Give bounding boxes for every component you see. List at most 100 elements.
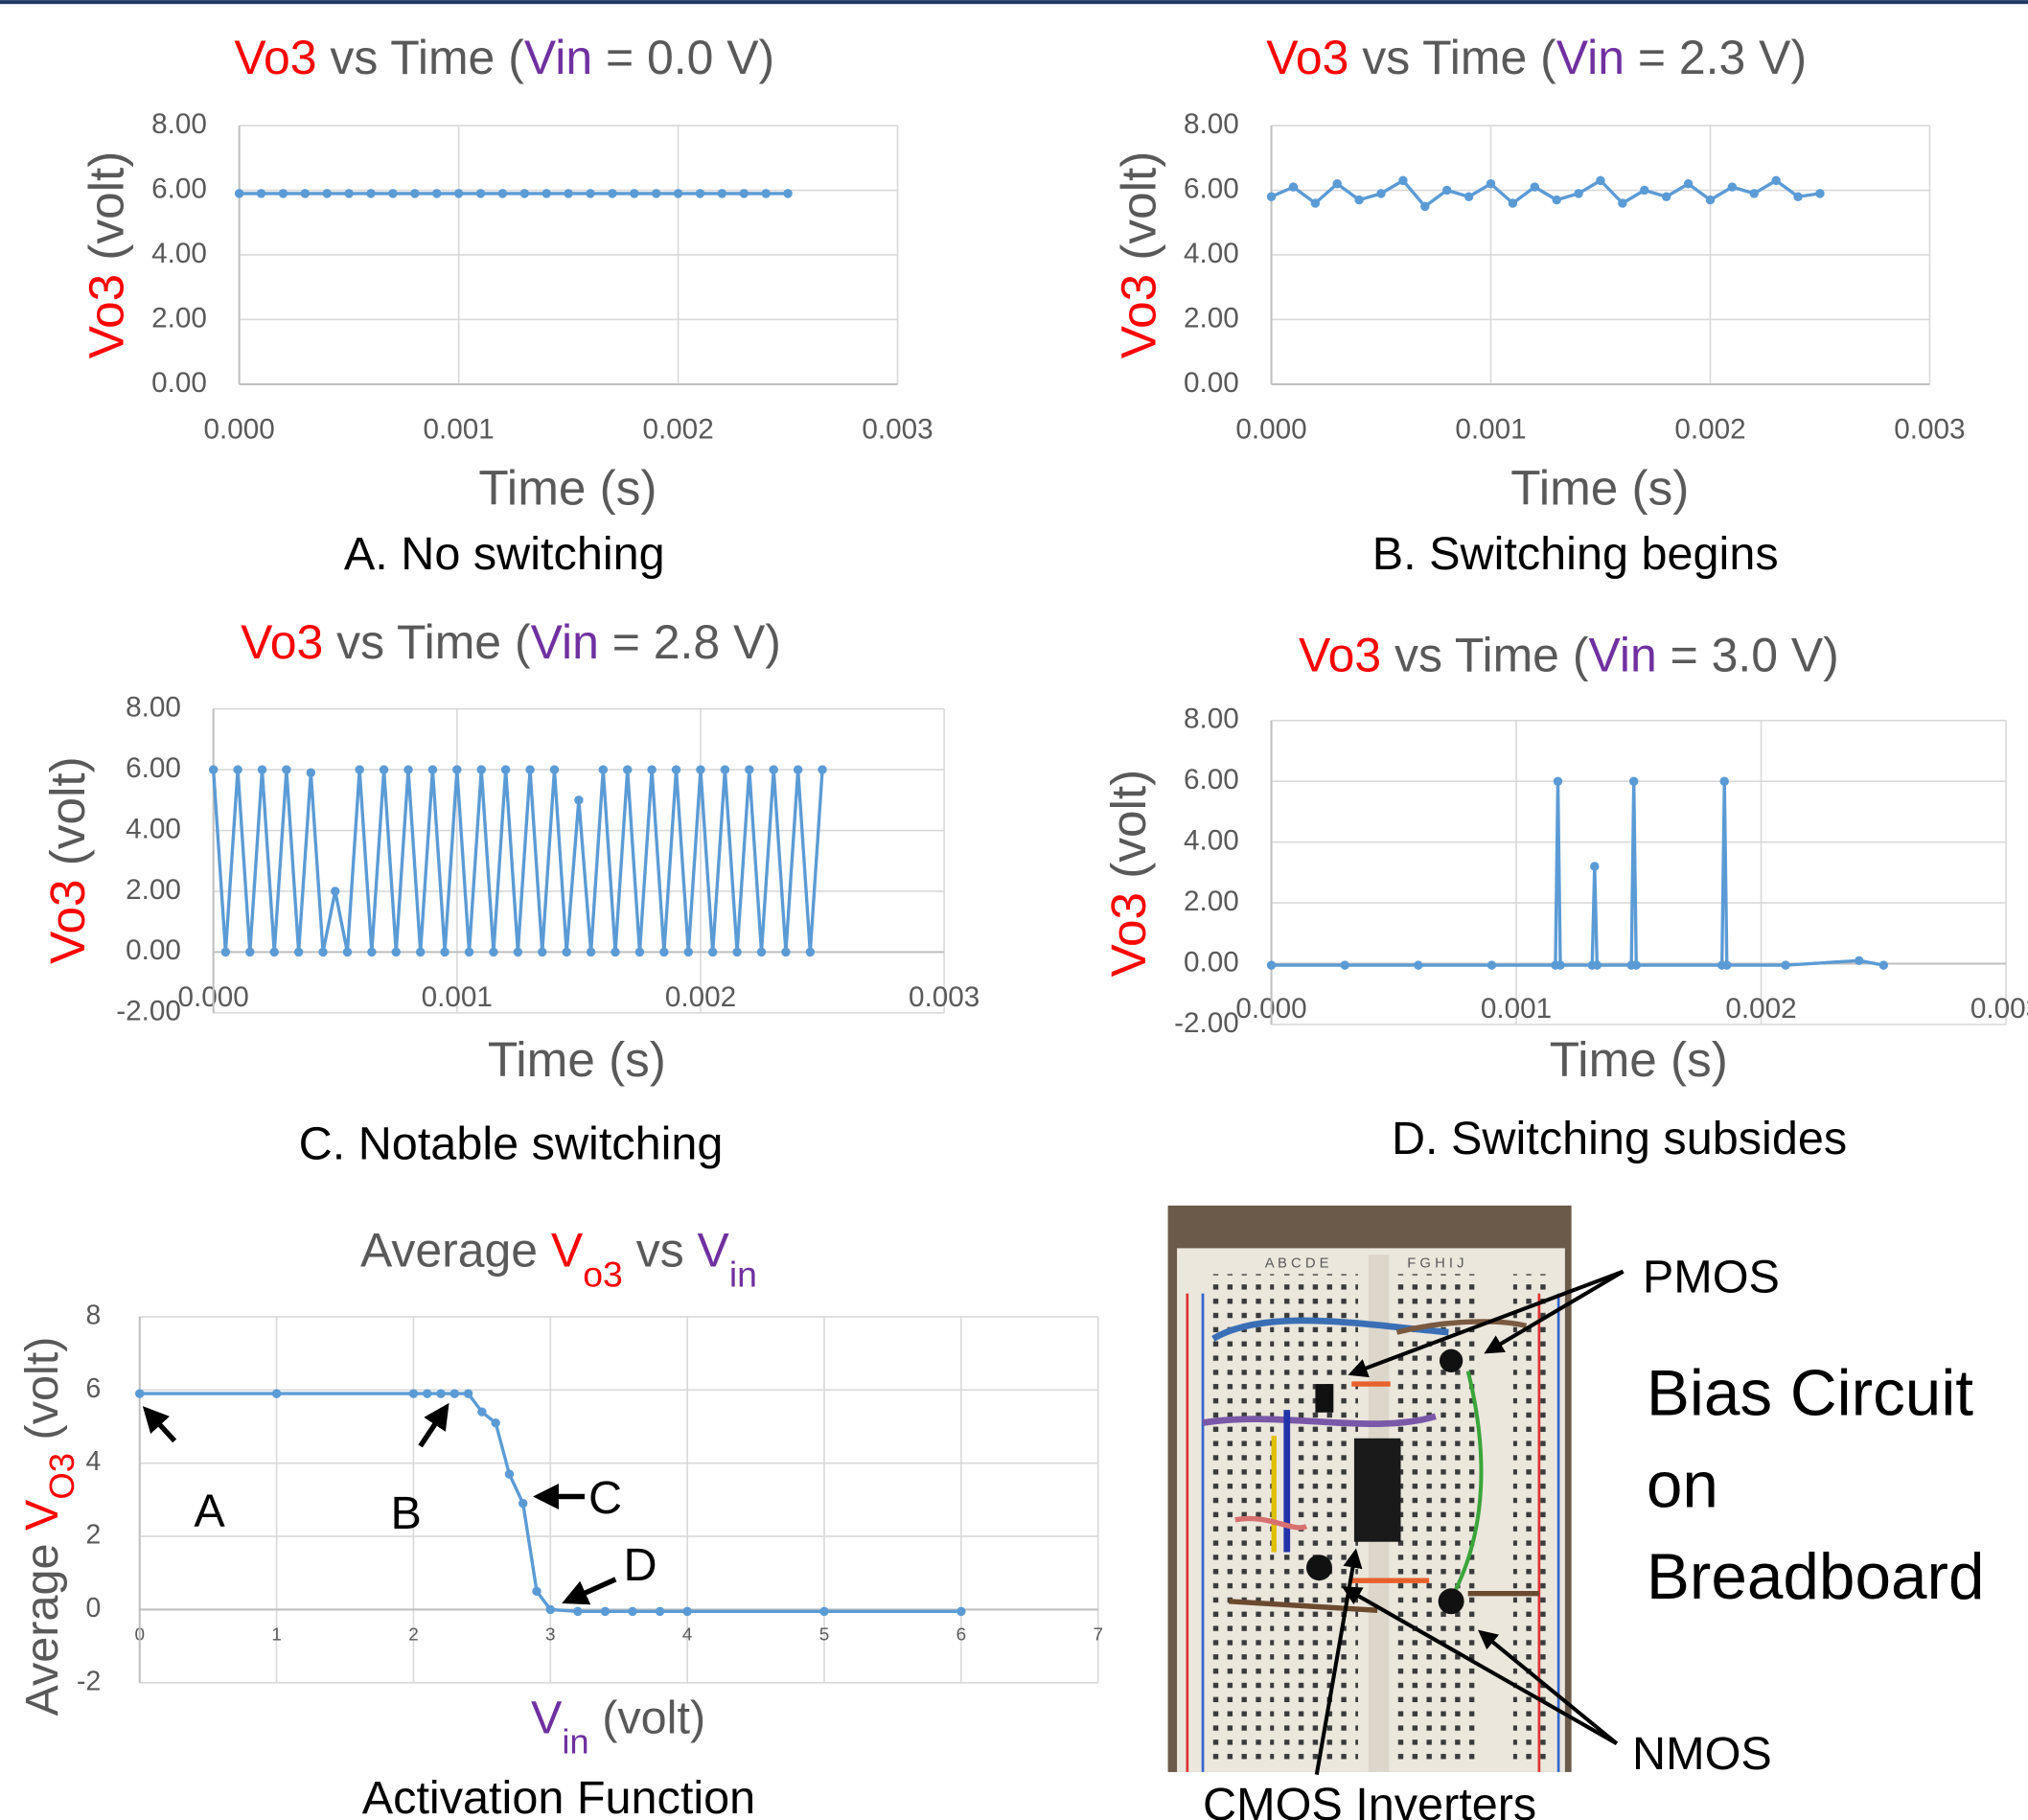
data-point [500,765,511,774]
chart-title-part: = 2.3 V) [1625,31,1807,84]
data-point [696,765,705,774]
data-point [549,765,560,774]
data-point [655,1606,665,1617]
data-point [355,765,364,774]
photo-heading: Breadboard [1647,1541,1985,1613]
y-axis-title-part: Vo3 [1111,274,1165,358]
y-axis-title-part: Vo3 [1100,892,1155,977]
data-point [1722,960,1732,970]
data-point [671,765,681,774]
y-tick-label: 4.00 [126,813,181,844]
chart-title: Vo3 vs Time (Vin = 2.8 V) [241,615,781,669]
data-point [732,947,742,957]
x-tick-label: 0.000 [204,413,275,445]
data-point [818,765,827,774]
y-tick-label: 2 [85,1520,101,1551]
x-tick-label: 0.002 [642,413,713,445]
data-point [761,189,771,198]
data-point [440,947,449,957]
data-point [1340,960,1349,970]
data-point [453,189,464,198]
y-axis-title: Vo3 (volt) [1111,151,1165,359]
y-axis-title: Average VO3 (volt) [16,1337,81,1716]
y-tick-label: 6.00 [126,752,181,784]
x-tick-label: 2 [408,1624,419,1645]
annotation-arrow [142,1406,177,1443]
y-tick-label: 6 [85,1373,101,1404]
data-point [408,1389,419,1398]
annotation: B [391,1487,422,1539]
data-point [234,189,244,198]
data-point [647,765,657,774]
x-axis-title-part: (volt) [589,1692,705,1743]
data-point [793,765,803,774]
annotation-arrow [418,1402,449,1448]
data-point [1878,960,1889,970]
x-tick-label: 0.003 [1970,993,2028,1025]
data-point [475,189,486,198]
data-point [513,947,523,957]
data-point [769,765,778,774]
x-tick-label: 5 [819,1624,830,1645]
annotation: A [194,1486,225,1537]
y-tick-label: -2.00 [1174,1007,1239,1039]
x-axis-title-part: V [531,1692,563,1743]
data-point [1596,175,1605,186]
data-point [1631,960,1641,970]
y-tick-label: 4.00 [151,238,207,269]
data-point [306,768,316,777]
y-tick-label: 2.00 [1184,302,1239,334]
x-tick-label: 0.003 [862,413,933,445]
data-point [1592,960,1602,970]
x-tick-label: 0.002 [1674,413,1745,445]
data-point [673,189,683,198]
chart-title-part: Vo3 [1299,629,1381,682]
photo-label: PMOS [1643,1251,1780,1302]
annotation-arrow [562,1577,617,1605]
data-point [573,1606,583,1617]
data-point [1266,960,1277,970]
data-point [695,189,705,198]
chart-title-part: Vin [1556,31,1625,84]
y-tick-label: 0.00 [1184,367,1239,399]
data-point [608,189,617,198]
series-line [1271,779,1884,967]
data-point [1749,189,1759,198]
y-axis-title-part: (volt) [16,1337,68,1453]
data-point [1705,195,1716,205]
y-axis-title-part: Vo3 [79,274,133,358]
board-text: A B C D E [1265,1256,1329,1272]
annotation: C [588,1472,622,1524]
chart-title-part: Vo3 [234,31,316,84]
data-point [1376,189,1386,198]
y-tick-label: 0.00 [1184,946,1239,978]
data-point [1266,192,1277,201]
x-axis-title: Time (s) [1550,1032,1728,1087]
data-point [403,765,413,774]
data-point [525,765,535,774]
data-point [805,947,816,957]
data-point [269,947,279,957]
data-point [1683,179,1694,189]
y-tick-label: 0.00 [126,934,181,966]
data-point [956,1606,966,1617]
x-tick-label: 1 [271,1624,282,1645]
data-point [344,189,354,198]
data-point [1463,192,1474,201]
chart-title-part: V [698,1223,730,1277]
x-tick-label: 0.001 [422,981,493,1013]
data-point [564,189,573,198]
x-axis-title-part: in [562,1721,588,1761]
y-axis-title-part: O3 [42,1453,81,1500]
x-tick-label: 4 [682,1624,692,1645]
chart-title: Vo3 vs Time (Vin = 3.0 V) [1299,629,1839,682]
data-point [220,947,231,957]
data-point [532,1586,542,1597]
data-point [1508,198,1518,208]
y-tick-label: 8 [85,1300,101,1330]
data-point [1486,960,1497,970]
x-tick-label: 0.001 [423,413,494,445]
y-axis-title-part: (volt) [1111,151,1165,274]
data-point [598,765,609,774]
